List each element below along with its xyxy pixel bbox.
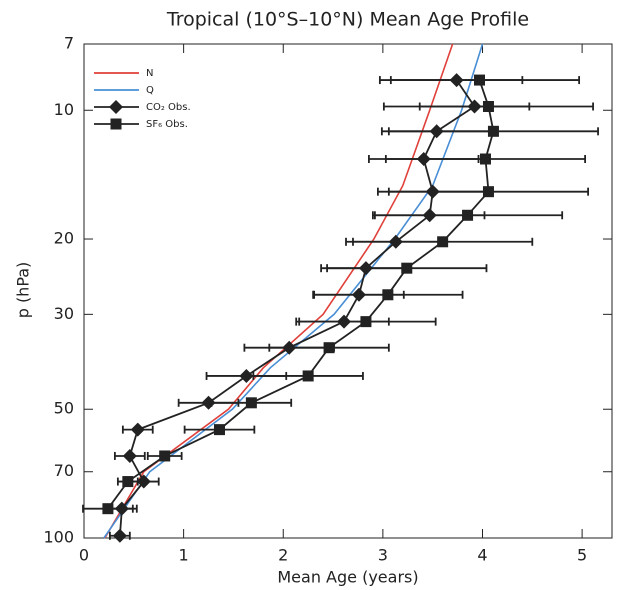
data-point — [437, 236, 449, 248]
data-point — [122, 448, 137, 463]
x-tick-label: 0 — [79, 546, 89, 565]
data-point — [382, 289, 394, 301]
y-tick-label: 50 — [54, 399, 74, 418]
series-line — [119, 79, 476, 536]
x-tick-label: 3 — [378, 546, 388, 565]
y-tick-label: 7 — [64, 34, 74, 53]
legend-label: N — [146, 68, 153, 79]
y-tick-label: 10 — [54, 100, 74, 119]
data-point — [360, 316, 372, 328]
data-point — [401, 262, 413, 274]
y-axis-title: p (hPa) — [14, 262, 33, 319]
data-point — [487, 125, 499, 137]
data-point — [462, 209, 474, 221]
data-point — [302, 370, 314, 382]
y-tick-label: 30 — [54, 304, 74, 323]
data-point — [159, 450, 171, 462]
data-point — [239, 368, 254, 383]
x-tick-label: 1 — [179, 546, 189, 565]
y-tick-label: 100 — [43, 528, 74, 547]
data-point — [136, 474, 151, 489]
legend-label: CO₂ Obs. — [146, 102, 191, 113]
legend-marker — [110, 118, 122, 130]
x-tick-label: 2 — [278, 546, 288, 565]
data-point — [122, 476, 134, 488]
data-point — [102, 503, 114, 515]
data-point — [213, 424, 225, 436]
legend-label: SF₆ Obs. — [146, 119, 188, 130]
legend-label: Q — [146, 85, 154, 96]
series-line — [104, 43, 454, 539]
data-point — [479, 153, 491, 165]
y-tick-label: 70 — [54, 461, 74, 480]
y-tick-label: 20 — [54, 229, 74, 248]
x-tick-label: 4 — [477, 546, 487, 565]
legend-marker — [109, 100, 123, 114]
data-point — [323, 342, 335, 354]
x-axis-title: Mean Age (years) — [277, 568, 418, 587]
data-point — [130, 422, 145, 437]
chart-title: Tropical (10°S–10°N) Mean Age Profile — [166, 9, 529, 31]
data-point — [245, 397, 257, 409]
plot-frame — [83, 43, 613, 539]
data-point — [482, 186, 494, 198]
x-tick-label: 5 — [577, 546, 587, 565]
data-point — [474, 74, 486, 86]
data-point — [112, 528, 127, 543]
data-point — [482, 101, 494, 113]
